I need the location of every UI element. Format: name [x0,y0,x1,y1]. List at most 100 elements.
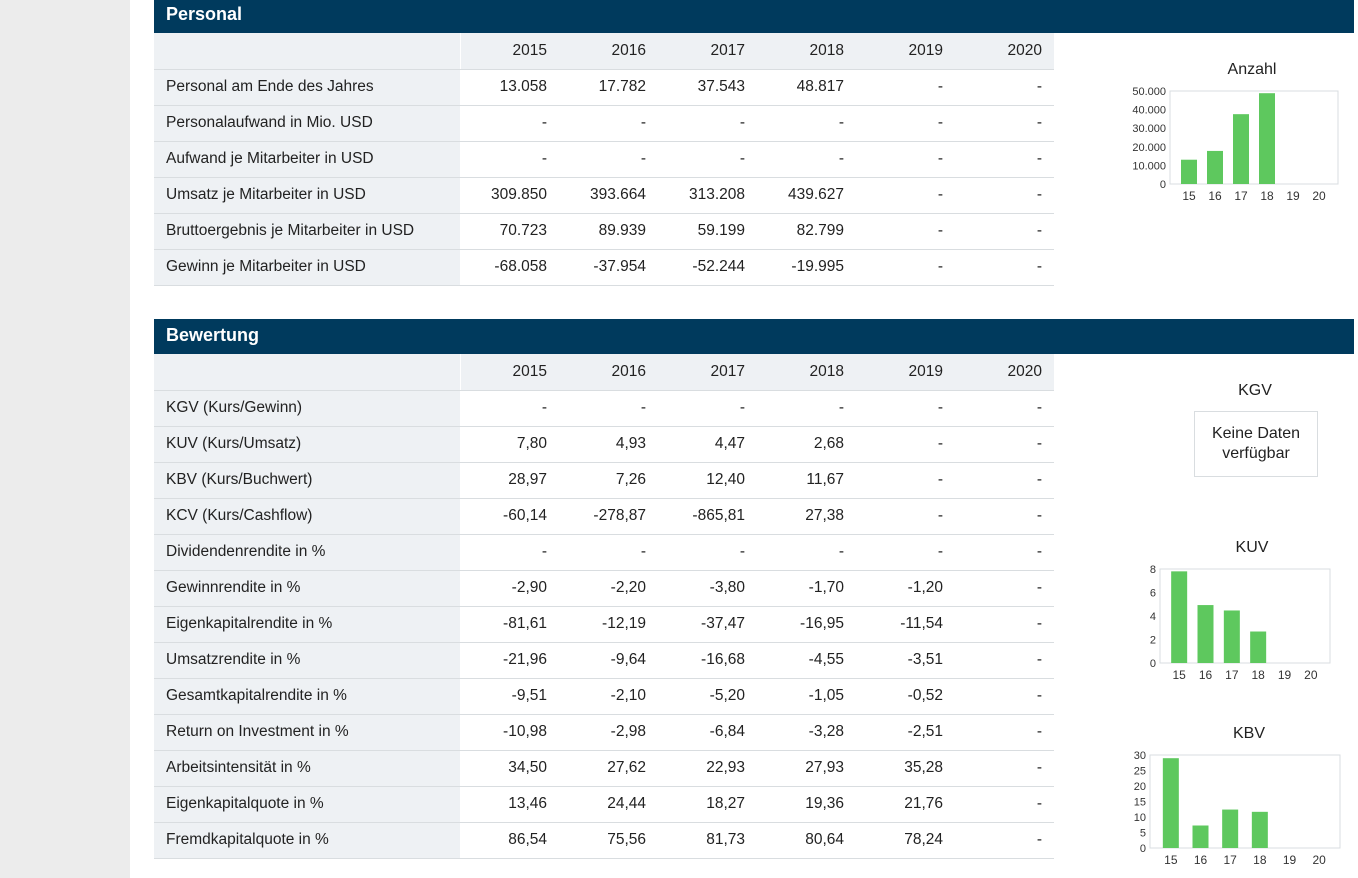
value-cell: - [955,822,1054,859]
value-cell: - [856,141,955,178]
x-tick-label: 20 [1312,189,1326,203]
section-header-personal: Personal [154,0,1354,33]
value-cell: 18,27 [658,786,757,823]
no-data-box: Keine Daten verfügbar [1194,411,1318,477]
value-cell: 70.723 [460,213,559,250]
table-row: Dividendenrendite in % - - - - - - [154,534,1054,571]
value-cell: -16,68 [658,642,757,679]
value-cell: - [955,498,1054,535]
table-row: Umsatzrendite in % -21,96 -9,64 -16,68 -4,55… [154,642,1054,679]
value-cell: - [856,69,955,106]
row-label: Personal am Ende des Jahres [154,69,461,106]
chart-bar [1192,825,1209,848]
year-header: 2019 [856,33,955,70]
value-cell: - [856,426,955,463]
y-tick-label: 50.000 [1132,86,1166,98]
value-cell: -1,70 [757,570,856,607]
value-cell: - [955,786,1054,823]
table-row: KGV (Kurs/Gewinn) - - - - - - [154,390,1054,427]
value-cell: - [955,141,1054,178]
y-tick-label: 30.000 [1132,123,1166,135]
x-tick-label: 15 [1164,853,1178,867]
kgv-chart-title: KGV [1238,382,1272,399]
value-cell: - [955,570,1054,607]
x-tick-label: 17 [1225,668,1239,682]
x-tick-label: 17 [1234,189,1248,203]
table-header-row: 2015 2016 2017 2018 2019 2020 [154,354,1054,391]
value-cell: - [559,390,658,427]
year-header: 2017 [658,354,757,391]
year-header: 2015 [460,33,559,70]
value-cell: - [757,534,856,571]
value-cell: - [955,606,1054,643]
x-tick-label: 20 [1312,853,1326,867]
value-cell: - [955,714,1054,751]
table-header-row: 2015 2016 2017 2018 2019 2020 [154,33,1054,70]
value-cell: -19.995 [757,249,856,286]
value-cell: 13.058 [460,69,559,106]
x-tick-label: 19 [1286,189,1300,203]
value-cell: - [658,141,757,178]
y-tick-label: 30 [1134,750,1146,762]
value-cell: - [757,390,856,427]
personal-table: 2015 2016 2017 2018 2019 2020 Personal am Ende… [154,33,1054,286]
row-label: Gesamtkapitalrendite in % [154,678,461,715]
table-row: Aufwand je Mitarbeiter in USD - - - - - - [154,141,1054,178]
value-cell: 59.199 [658,213,757,250]
kbv-bar-chart: 0 5 10 15 20 25 30 15 16 17 18 19 20 [1134,750,1341,867]
x-tick-label: 16 [1208,189,1222,203]
value-cell: 89.939 [559,213,658,250]
value-cell: -12,19 [559,606,658,643]
value-cell: -3,28 [757,714,856,751]
value-cell: -11,54 [856,606,955,643]
x-tick-label: 18 [1253,853,1267,867]
x-tick-label: 16 [1194,853,1208,867]
year-header: 2020 [955,354,1054,391]
chart-bar [1223,610,1240,663]
y-tick-label: 10 [1134,812,1146,824]
y-tick-label: 10.000 [1132,160,1166,172]
row-label: Personalaufwand in Mio. USD [154,105,461,142]
value-cell: - [856,249,955,286]
chart-bar [1162,758,1179,848]
value-cell: - [460,390,559,427]
table-row: Personal am Ende des Jahres 13.058 17.782 3… [154,69,1054,106]
value-cell: -1,20 [856,570,955,607]
value-cell: -2,10 [559,678,658,715]
value-cell: -865,81 [658,498,757,535]
table-row: KCV (Kurs/Cashflow) -60,14 -278,87 -865,81 2… [154,498,1054,535]
value-cell: -2,98 [559,714,658,751]
table-row: Return on Investment in % -10,98 -2,98 -6,8… [154,714,1054,751]
x-tick-label: 17 [1223,853,1237,867]
y-tick-label: 0 [1140,843,1146,855]
value-cell: -4,55 [757,642,856,679]
value-cell: 4,47 [658,426,757,463]
y-tick-label: 15 [1134,797,1146,809]
value-cell: 80,64 [757,822,856,859]
x-tick-label: 18 [1260,189,1274,203]
value-cell: - [856,177,955,214]
value-cell: - [559,141,658,178]
year-header: 2016 [559,354,658,391]
value-cell: 82.799 [757,213,856,250]
x-tick-label: 15 [1182,189,1196,203]
value-cell: -2,90 [460,570,559,607]
row-label: KGV (Kurs/Gewinn) [154,390,461,427]
year-header: 2015 [460,354,559,391]
value-cell: - [856,105,955,142]
row-label: Return on Investment in % [154,714,461,751]
value-cell: 34,50 [460,750,559,787]
value-cell: - [658,534,757,571]
value-cell: - [955,534,1054,571]
x-tick-label: 15 [1172,668,1186,682]
value-cell: -52.244 [658,249,757,286]
value-cell: 7,26 [559,462,658,499]
chart-title-anzahl: Anzahl [1227,61,1277,78]
value-cell: 19,36 [757,786,856,823]
chart-bar [1250,631,1267,663]
value-cell: -9,64 [559,642,658,679]
value-cell: 309.850 [460,177,559,214]
row-label: Umsatzrendite in % [154,642,461,679]
value-cell: 2,68 [757,426,856,463]
row-label: Aufwand je Mitarbeiter in USD [154,141,461,178]
